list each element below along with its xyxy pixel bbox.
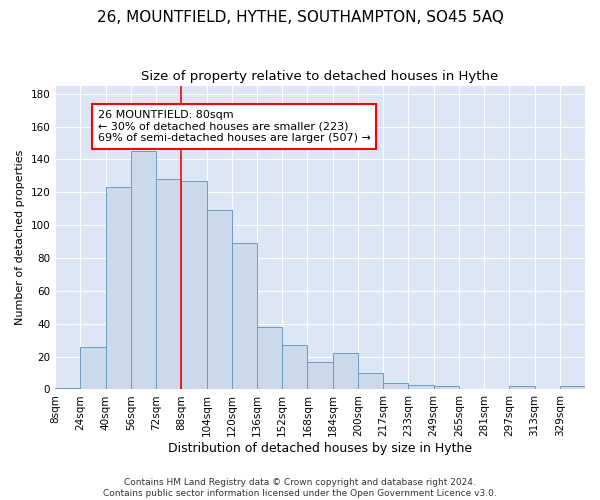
Bar	[206, 210, 232, 390]
Bar	[332, 354, 358, 390]
Bar	[55, 388, 80, 390]
Bar	[560, 386, 585, 390]
X-axis label: Distribution of detached houses by size in Hythe: Distribution of detached houses by size …	[168, 442, 472, 455]
Bar	[358, 373, 383, 390]
Bar	[232, 244, 257, 390]
Text: Contains HM Land Registry data © Crown copyright and database right 2024.
Contai: Contains HM Land Registry data © Crown c…	[103, 478, 497, 498]
Bar	[509, 386, 535, 390]
Bar	[383, 383, 409, 390]
Bar	[434, 386, 459, 390]
Bar	[106, 188, 131, 390]
Title: Size of property relative to detached houses in Hythe: Size of property relative to detached ho…	[142, 70, 499, 83]
Bar	[80, 346, 106, 390]
Text: 26, MOUNTFIELD, HYTHE, SOUTHAMPTON, SO45 5AQ: 26, MOUNTFIELD, HYTHE, SOUTHAMPTON, SO45…	[97, 10, 503, 25]
Bar	[257, 327, 282, 390]
Bar	[282, 345, 307, 390]
Bar	[409, 384, 434, 390]
Bar	[181, 181, 206, 390]
Y-axis label: Number of detached properties: Number of detached properties	[15, 150, 25, 325]
Bar	[131, 152, 156, 390]
Bar	[156, 179, 181, 390]
Text: 26 MOUNTFIELD: 80sqm
← 30% of detached houses are smaller (223)
69% of semi-deta: 26 MOUNTFIELD: 80sqm ← 30% of detached h…	[98, 110, 370, 143]
Bar	[307, 362, 332, 390]
